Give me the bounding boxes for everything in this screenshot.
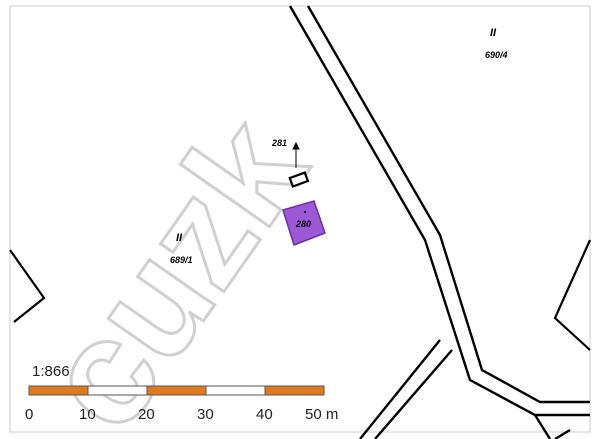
map-frame — [9, 5, 591, 433]
scale-ratio-text: 1:866 — [32, 363, 70, 380]
scale-tick-40: 40 — [256, 406, 273, 423]
scale-segment-2 — [87, 385, 148, 396]
scale-segment-1 — [28, 385, 89, 396]
scale-tick-20: 20 — [138, 406, 155, 423]
parcel-boundaries — [9, 239, 592, 351]
parcel-symbol-690-4: II — [490, 27, 497, 39]
parcel-symbol-689-1: II — [176, 232, 183, 244]
scale-ticks: 0 10 20 30 40 50 m — [25, 406, 338, 423]
scale-segment-3 — [146, 385, 207, 396]
parcel-number-689-1: 689/1 — [170, 255, 193, 265]
point-label-281: 281 — [271, 138, 287, 148]
scale-segment-5 — [264, 385, 325, 396]
scale-tick-50: 50 m — [305, 406, 338, 423]
parcel-number-690-4: 690/4 — [485, 50, 508, 60]
building-number-label: 280 — [295, 219, 311, 229]
scale-segment-4 — [205, 385, 266, 396]
building-280[interactable]: 280 — [282, 200, 326, 246]
scale-bar — [28, 385, 325, 396]
small-structure[interactable] — [288, 171, 310, 188]
scale-tick-10: 10 — [79, 406, 96, 423]
arrow-icon — [292, 141, 300, 168]
road-outline — [288, 5, 590, 439]
scale-tick-30: 30 — [197, 406, 214, 423]
scale-tick-0: 0 — [25, 406, 33, 423]
